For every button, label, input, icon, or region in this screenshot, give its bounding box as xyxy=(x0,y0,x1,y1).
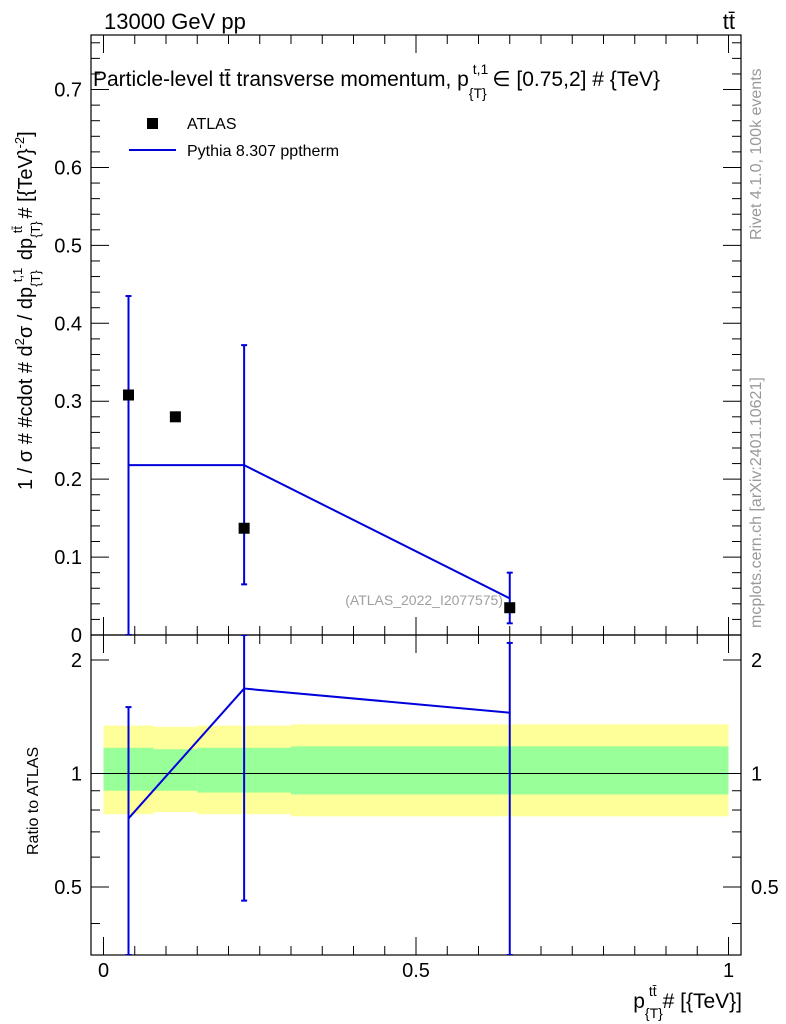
header-energy-label: 13000 GeV pp xyxy=(104,9,246,34)
legend: ATLAS Pythia 8.307 pptherm xyxy=(129,116,339,160)
main-y-tick-label: 0.5 xyxy=(54,235,82,257)
x-axis-label: p{T}tt̄ # [{TeV}] xyxy=(633,983,742,1021)
main-title: Particle-level tt̄ transverse momentum, … xyxy=(93,61,660,101)
ratio-y-tick-label-left: 1 xyxy=(71,763,82,785)
main-y-tick-label: 0.3 xyxy=(54,391,82,413)
main-y-tick-label: 0.2 xyxy=(54,469,82,491)
mcplots-label: mcplots.cern.ch [arXiv:2401.10621] xyxy=(748,377,765,628)
ratio-band-green-1 xyxy=(153,749,198,791)
x-tick-label: 0 xyxy=(98,960,109,982)
atlas-data-point xyxy=(123,389,134,401)
main-y-axis-label: 1 / σ # #cdot # d2σ / dp{T}t,1 dp{T}tt̄ … xyxy=(10,131,43,490)
ratio-y-tick-label-left: 2 xyxy=(71,650,82,672)
x-tick-label: 1 xyxy=(723,960,734,982)
x-tick-label: 0.5 xyxy=(402,960,430,982)
legend-atlas-marker xyxy=(147,118,158,129)
atlas-data-point xyxy=(169,411,181,423)
ratio-y-axis-label: Ratio to ATLAS xyxy=(25,747,42,855)
main-y-tick-label: 0.1 xyxy=(54,547,82,569)
main-y-tick-label: 0.4 xyxy=(54,313,82,335)
ratio-axis-ticks: 0.5 0.5 1 1 2 2 xyxy=(54,650,779,925)
ratio-y-tick-label-right: 2 xyxy=(751,650,762,672)
main-y-tick-label: 0 xyxy=(71,625,82,647)
ratio-y-tick-label-right: 0.5 xyxy=(751,877,779,899)
legend-pythia-label: Pythia 8.307 pptherm xyxy=(187,143,339,160)
legend-atlas-label: ATLAS xyxy=(187,116,237,133)
ratio-uncertainty-bands xyxy=(103,724,729,817)
main-axis-ticks: 0 0.1 0.2 0.3 0.4 0.5 0.6 0.7 0 0.5 1 xyxy=(54,35,741,982)
header-process-label: tt̄ xyxy=(723,9,735,34)
main-data-layer xyxy=(123,295,516,635)
ratio-y-tick-label-left: 0.5 xyxy=(54,877,82,899)
atlas-data-point xyxy=(238,522,250,534)
ratio-pythia-line xyxy=(127,687,510,820)
pythia-line xyxy=(128,464,511,600)
ratio-data-layer xyxy=(125,635,513,955)
analysis-watermark: (ATLAS_2022_I2077575) xyxy=(345,592,503,608)
rivet-version-label: Rivet 4.1.0, 100k events xyxy=(748,68,765,240)
main-y-tick-label: 0.6 xyxy=(54,157,82,179)
main-y-tick-label: 0.7 xyxy=(54,80,82,102)
atlas-data-point xyxy=(504,602,516,614)
ratio-y-tick-label-right: 1 xyxy=(751,763,762,785)
